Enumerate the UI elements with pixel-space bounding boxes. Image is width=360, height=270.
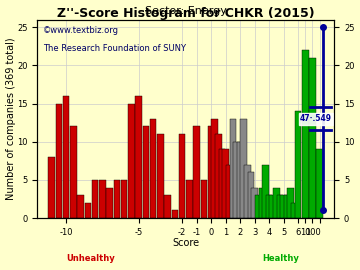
Bar — [251, 187, 258, 218]
Bar — [186, 180, 193, 218]
Bar — [226, 165, 233, 218]
Bar — [233, 142, 240, 218]
Bar — [157, 134, 163, 218]
Bar — [92, 180, 98, 218]
Bar — [172, 210, 178, 218]
Bar — [179, 134, 185, 218]
X-axis label: Score: Score — [172, 238, 199, 248]
Bar — [143, 127, 149, 218]
Bar — [201, 180, 207, 218]
Bar — [222, 149, 229, 218]
Bar — [164, 195, 171, 218]
Bar — [295, 111, 301, 218]
Text: The Research Foundation of SUNY: The Research Foundation of SUNY — [43, 43, 186, 52]
Bar — [150, 119, 156, 218]
Bar — [302, 50, 309, 218]
Bar — [219, 149, 225, 218]
Bar — [230, 119, 236, 218]
Bar — [248, 172, 254, 218]
Text: Unhealthy: Unhealthy — [66, 254, 115, 263]
Bar — [70, 127, 77, 218]
Bar — [56, 104, 62, 218]
Bar — [273, 187, 279, 218]
Bar — [255, 195, 261, 218]
Bar — [291, 203, 298, 218]
Bar — [316, 149, 323, 218]
Bar — [208, 127, 214, 218]
Bar — [288, 187, 294, 218]
Bar — [106, 187, 113, 218]
Bar — [276, 195, 283, 218]
Bar — [99, 180, 105, 218]
Bar — [85, 203, 91, 218]
Bar — [114, 180, 120, 218]
Bar — [309, 58, 316, 218]
Bar — [48, 157, 55, 218]
Bar — [211, 119, 218, 218]
Bar — [135, 96, 142, 218]
Bar — [266, 195, 272, 218]
Bar — [280, 195, 287, 218]
Bar — [215, 134, 221, 218]
Bar — [237, 142, 243, 218]
Text: 47·.549: 47·.549 — [300, 114, 332, 123]
Bar — [240, 119, 247, 218]
Bar — [63, 96, 69, 218]
Bar — [258, 187, 265, 218]
Bar — [269, 195, 276, 218]
Bar — [77, 195, 84, 218]
Bar — [244, 165, 251, 218]
Bar — [284, 195, 291, 218]
Y-axis label: Number of companies (369 total): Number of companies (369 total) — [5, 38, 15, 200]
Text: Healthy: Healthy — [262, 254, 299, 263]
Title: Z''-Score Histogram for CHKR (2015): Z''-Score Histogram for CHKR (2015) — [57, 7, 315, 20]
Text: ©www.textbiz.org: ©www.textbiz.org — [43, 26, 119, 35]
Bar — [121, 180, 127, 218]
Text: Sector: Energy: Sector: Energy — [145, 6, 227, 16]
Bar — [193, 127, 200, 218]
Bar — [262, 165, 269, 218]
Bar — [128, 104, 135, 218]
